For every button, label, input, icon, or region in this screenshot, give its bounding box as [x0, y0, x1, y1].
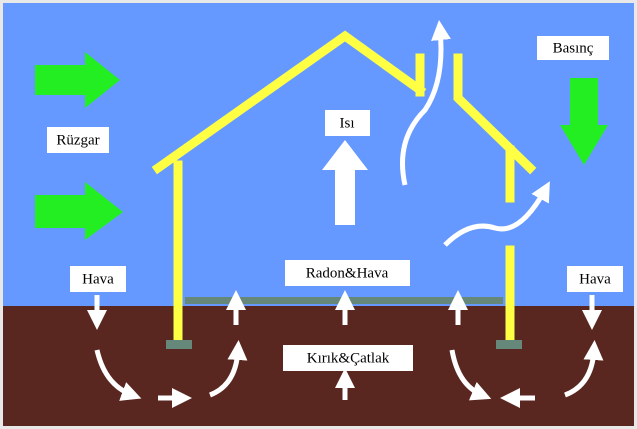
label: Isı — [340, 115, 355, 131]
air-flows — [87, 20, 604, 408]
green-arrows — [35, 52, 608, 240]
label: Hava — [579, 271, 611, 287]
label: Kırık&Çatlak — [307, 350, 390, 366]
label: Hava — [82, 271, 114, 287]
label: Basınç — [553, 40, 594, 56]
label: Rüzgar — [56, 132, 99, 148]
labels: Rüzgar Basınç Isı Radon&Hava Kırık&Çatla… — [47, 36, 623, 371]
label: Radon&Hava — [306, 265, 389, 281]
